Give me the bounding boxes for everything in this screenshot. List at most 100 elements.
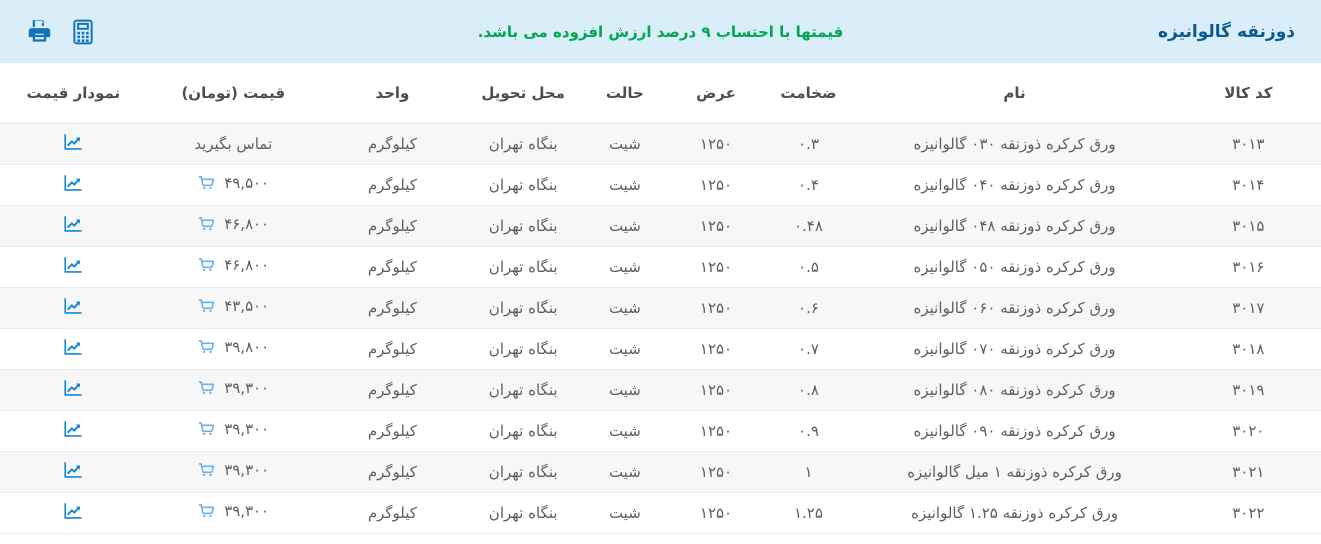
price-chart-link[interactable] (63, 174, 83, 192)
shopping-cart-icon[interactable] (197, 173, 216, 192)
col-header-name: نام (853, 63, 1176, 124)
calculator-icon (71, 19, 95, 48)
shopping-cart-icon[interactable] (197, 296, 216, 315)
cell-state: شیت (581, 328, 669, 370)
topbar-actions (26, 18, 95, 45)
cell-state: شیت (581, 246, 669, 288)
price-chart-link[interactable] (63, 379, 83, 397)
print-button[interactable] (26, 18, 53, 45)
cell-thickness: ۰.۷ (763, 328, 854, 370)
cell-thickness: ۰.۴ (763, 164, 854, 206)
chart-line-icon (63, 502, 83, 524)
price-chart-link[interactable] (63, 338, 83, 356)
price-chart-link[interactable] (63, 461, 83, 479)
price-chart-link[interactable] (63, 133, 83, 151)
col-header-unit: واحد (319, 63, 466, 124)
cell-state: شیت (581, 492, 669, 534)
cell-price: ۴۹,۵۰۰ (146, 164, 320, 206)
cell-price-chart (0, 205, 147, 247)
cell-product-code: ۳۰۱۶ (1175, 246, 1321, 288)
cell-product-name: ورق کرکره ذوزنقه ۰۶۰ گالوانیزه (853, 287, 1176, 329)
shopping-cart-icon[interactable] (197, 419, 216, 438)
cell-delivery-location: بنگاه تهران (465, 328, 582, 370)
cell-price: ۴۶,۸۰۰ (146, 205, 320, 247)
print-icon (26, 20, 53, 48)
table-body: ۳۰۱۳ ورق کرکره ذوزنقه ۰۳۰ گالوانیزه ۰.۳ … (0, 123, 1321, 534)
cell-price-chart (0, 287, 147, 329)
table-row: ۳۰۱۹ ورق کرکره ذوزنقه ۰۸۰ گالوانیزه ۰.۸ … (0, 369, 1321, 411)
cell-width: ۱۲۵۰ (668, 451, 764, 493)
price-value: ۳۹,۳۰۰ (224, 419, 270, 438)
price-chart-link[interactable] (63, 502, 83, 520)
table-row: ۳۰۱۵ ورق کرکره ذوزنقه ۰۴۸ گالوانیزه ۰.۴۸… (0, 205, 1321, 247)
chart-line-icon (63, 420, 83, 442)
col-header-price-chart: نمودار قیمت (0, 63, 147, 124)
cell-delivery-location: بنگاه تهران (465, 492, 582, 534)
cell-thickness: ۰.۸ (763, 369, 854, 411)
cell-state: شیت (581, 123, 669, 165)
cell-state: شیت (581, 410, 669, 452)
price-table: کد کالا نام ضخامت عرض حالت محل تحویل واح… (0, 63, 1321, 534)
cell-delivery-location: بنگاه تهران (465, 246, 582, 288)
col-header-thickness: ضخامت (763, 63, 854, 124)
calculator-button[interactable] (71, 19, 95, 45)
cell-delivery-location: بنگاه تهران (465, 287, 582, 329)
cell-price: ۳۹,۸۰۰ (146, 328, 320, 370)
cell-price: ۳۹,۳۰۰ (146, 492, 320, 534)
cell-price: ۳۹,۳۰۰ (146, 410, 320, 452)
shopping-cart-icon[interactable] (197, 460, 216, 479)
cell-delivery-location: بنگاه تهران (465, 451, 582, 493)
shopping-cart-icon[interactable] (197, 255, 216, 274)
cell-state: شیت (581, 205, 669, 247)
cell-unit: کیلوگرم (319, 164, 466, 206)
cell-product-name: ورق کرکره ذوزنقه ۰۵۰ گالوانیزه (853, 246, 1176, 288)
shopping-cart-icon[interactable] (197, 337, 216, 356)
cell-width: ۱۲۵۰ (668, 287, 764, 329)
cell-state: شیت (581, 287, 669, 329)
cell-price: ۴۶,۸۰۰ (146, 246, 320, 288)
cell-state: شیت (581, 369, 669, 411)
cell-unit: کیلوگرم (319, 410, 466, 452)
chart-line-icon (63, 174, 83, 196)
cell-price-chart (0, 492, 147, 534)
cell-delivery-location: بنگاه تهران (465, 164, 582, 206)
table-row: ۳۰۱۴ ورق کرکره ذوزنقه ۰۴۰ گالوانیزه ۰.۴ … (0, 164, 1321, 206)
shopping-cart-icon[interactable] (197, 501, 216, 520)
cell-thickness: ۰.۹ (763, 410, 854, 452)
price-value: ۳۹,۳۰۰ (224, 378, 270, 397)
table-header: کد کالا نام ضخامت عرض حالت محل تحویل واح… (0, 63, 1321, 124)
cell-thickness: ۱ (763, 451, 854, 493)
cell-width: ۱۲۵۰ (668, 123, 764, 165)
shopping-cart-icon[interactable] (197, 378, 216, 397)
cell-product-name: ورق کرکره ذوزنقه ۱ میل گالوانیزه (853, 451, 1176, 493)
price-chart-link[interactable] (63, 297, 83, 315)
price-value: تماس بگیرید (194, 134, 273, 153)
cell-product-name: ورق کرکره ذوزنقه ۱.۲۵ گالوانیزه (853, 492, 1176, 534)
cell-delivery-location: بنگاه تهران (465, 410, 582, 452)
cell-product-code: ۳۰۱۵ (1175, 205, 1321, 247)
chart-line-icon (63, 461, 83, 483)
cell-product-code: ۳۰۱۳ (1175, 123, 1321, 165)
chart-line-icon (63, 297, 83, 319)
shopping-cart-icon[interactable] (197, 214, 216, 233)
cell-price-chart (0, 451, 147, 493)
price-chart-link[interactable] (63, 215, 83, 233)
cell-unit: کیلوگرم (319, 287, 466, 329)
cell-price: ۳۹,۳۰۰ (146, 451, 320, 493)
cell-product-name: ورق کرکره ذوزنقه ۰۸۰ گالوانیزه (853, 369, 1176, 411)
cell-price: ۴۳,۵۰۰ (146, 287, 320, 329)
table-row: ۳۰۱۳ ورق کرکره ذوزنقه ۰۳۰ گالوانیزه ۰.۳ … (0, 123, 1321, 165)
cell-price-chart (0, 246, 147, 288)
cell-price-chart (0, 410, 147, 452)
cell-delivery-location: بنگاه تهران (465, 369, 582, 411)
price-chart-link[interactable] (63, 256, 83, 274)
cell-product-code: ۳۰۱۴ (1175, 164, 1321, 206)
price-chart-link[interactable] (63, 420, 83, 438)
cell-unit: کیلوگرم (319, 205, 466, 247)
cell-width: ۱۲۵۰ (668, 410, 764, 452)
cell-price-chart (0, 164, 147, 206)
cell-unit: کیلوگرم (319, 451, 466, 493)
cell-unit: کیلوگرم (319, 369, 466, 411)
cell-price: ۳۹,۳۰۰ (146, 369, 320, 411)
